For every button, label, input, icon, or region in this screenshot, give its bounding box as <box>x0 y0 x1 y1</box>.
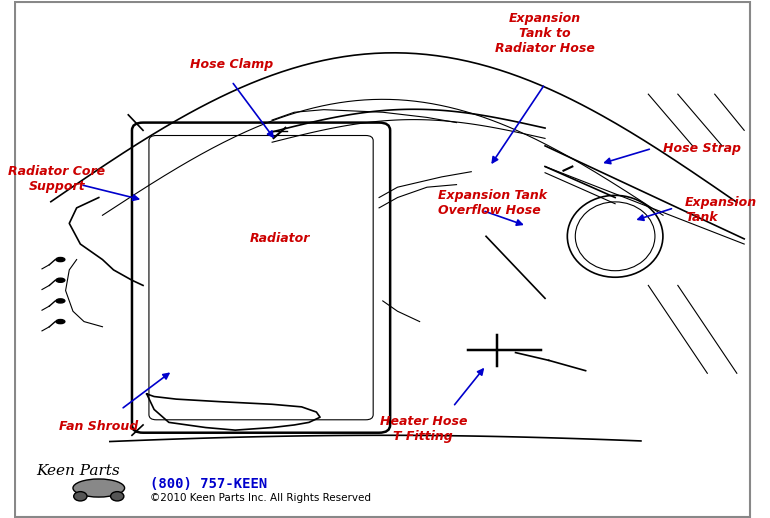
Ellipse shape <box>74 492 87 501</box>
Text: Fan Shroud: Fan Shroud <box>59 420 139 433</box>
Text: Expansion Tank
Overflow Hose: Expansion Tank Overflow Hose <box>438 189 547 217</box>
Text: Keen Parts: Keen Parts <box>36 465 120 479</box>
Text: (800) 757-KEEN: (800) 757-KEEN <box>150 478 268 492</box>
Ellipse shape <box>111 492 124 501</box>
Text: Hose Clamp: Hose Clamp <box>190 58 273 71</box>
Text: Radiator: Radiator <box>249 233 310 246</box>
Text: Hose Strap: Hose Strap <box>663 142 741 155</box>
Text: Expansion
Tank to
Radiator Hose: Expansion Tank to Radiator Hose <box>495 12 595 55</box>
Ellipse shape <box>56 257 65 262</box>
Ellipse shape <box>56 320 65 324</box>
Ellipse shape <box>56 299 65 303</box>
Ellipse shape <box>56 278 65 282</box>
Text: ©2010 Keen Parts Inc. All Rights Reserved: ©2010 Keen Parts Inc. All Rights Reserve… <box>150 493 371 503</box>
Text: Expansion
Tank: Expansion Tank <box>685 196 758 224</box>
Text: Heater Hose
T Fitting: Heater Hose T Fitting <box>380 414 467 442</box>
Ellipse shape <box>73 479 125 497</box>
Text: Radiator Core
Support: Radiator Core Support <box>8 165 105 193</box>
